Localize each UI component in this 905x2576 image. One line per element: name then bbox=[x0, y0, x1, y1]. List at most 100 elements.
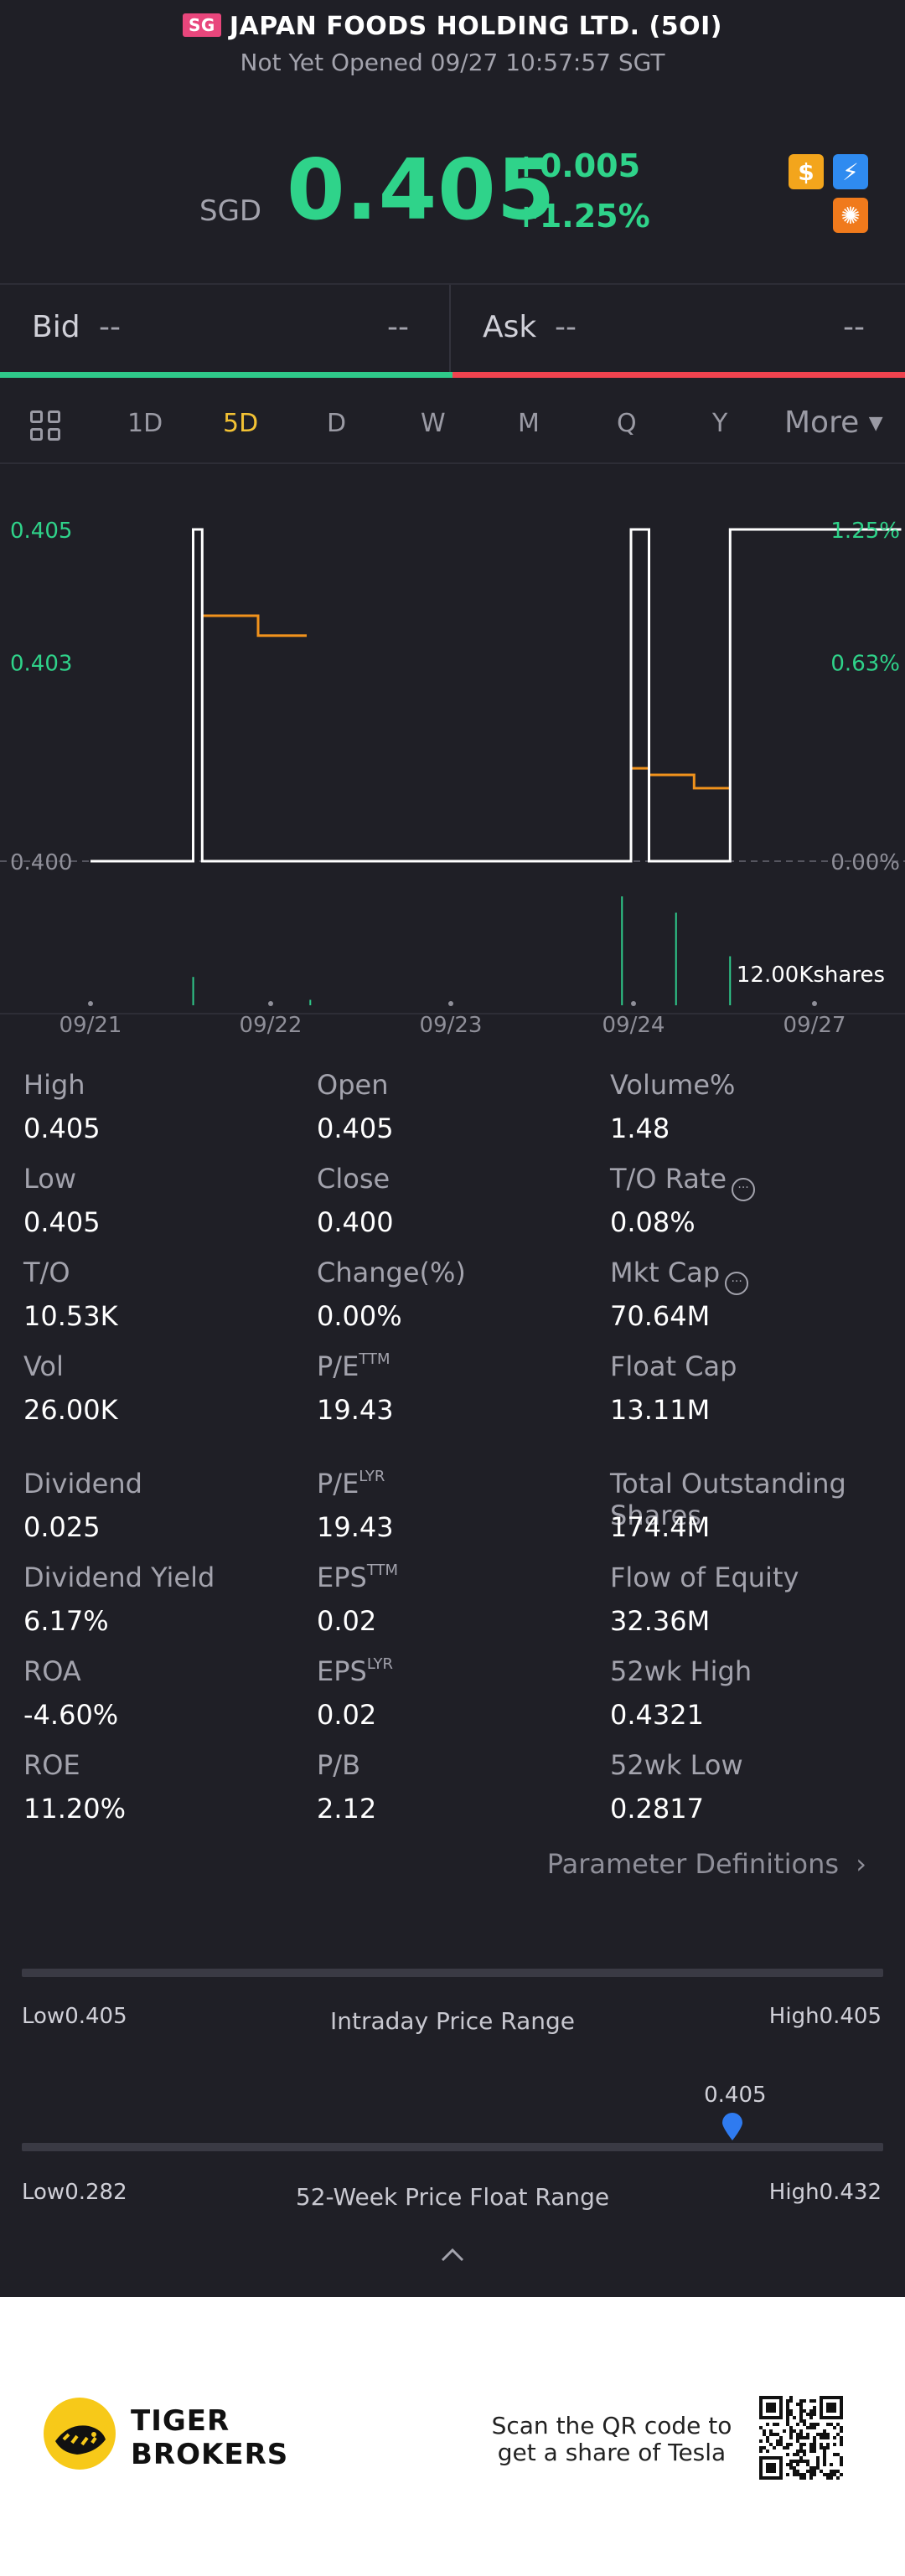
location-marker-icon bbox=[721, 2113, 743, 2145]
promo-footer: TIGER BROKERS Scan the QR code to get a … bbox=[0, 2297, 905, 2576]
stat-label-text: Close bbox=[317, 1163, 390, 1195]
stat-label: ROE bbox=[23, 1749, 80, 1781]
stat-label-text: Mkt Cap bbox=[610, 1257, 721, 1288]
stock-name: JAPAN FOODS HOLDING LTD. (5OI) bbox=[229, 12, 722, 41]
x-tick-label: 09/23 bbox=[420, 1013, 483, 1038]
collapse-chevron-icon[interactable] bbox=[439, 2245, 466, 2265]
stat-label-text: Open bbox=[317, 1069, 389, 1101]
tab-1d[interactable]: 1D bbox=[127, 409, 163, 438]
stat-label: Mkt Cap ··· bbox=[610, 1257, 749, 1295]
stat-value: 174.4M bbox=[610, 1511, 711, 1543]
stat-label: P/B bbox=[317, 1749, 360, 1781]
y-right-tick-label: 1.25% bbox=[830, 519, 900, 544]
week52-low: Low0.282 bbox=[22, 2180, 127, 2205]
average-price-line bbox=[631, 767, 731, 790]
market-status: Not Yet Opened 09/27 10:57:57 SGT bbox=[240, 49, 665, 76]
stat-label-text: EPS bbox=[317, 1562, 367, 1593]
stat-label-superscript: LYR bbox=[366, 1655, 393, 1673]
y-right-tick-label: 0.63% bbox=[830, 651, 900, 676]
price-change: +0.005 bbox=[513, 147, 641, 184]
stat-label: High bbox=[23, 1069, 85, 1101]
share-icon[interactable]: ✺ bbox=[833, 198, 868, 233]
stat-label: Close bbox=[317, 1163, 390, 1195]
stat-label: Dividend Yield bbox=[23, 1562, 215, 1593]
stat-value: 0.4321 bbox=[610, 1699, 704, 1731]
stat-label: Flow of Equity bbox=[610, 1562, 799, 1593]
x-tick-dot bbox=[812, 1001, 817, 1006]
stat-label-text: ROE bbox=[23, 1749, 80, 1781]
divider bbox=[0, 462, 905, 464]
parameter-definitions-link[interactable]: Parameter Definitions › bbox=[547, 1848, 866, 1880]
stat-label: T/O bbox=[23, 1257, 70, 1288]
stat-value: 0.405 bbox=[23, 1112, 101, 1144]
stat-value: 0.025 bbox=[23, 1511, 101, 1543]
week52-range-track bbox=[22, 2143, 883, 2151]
stat-value: 0.400 bbox=[317, 1206, 394, 1238]
brand-line1: TIGER bbox=[131, 2404, 230, 2438]
tab-y[interactable]: Y bbox=[712, 409, 728, 438]
stat-label-text: Total Outstanding Shares bbox=[610, 1468, 846, 1531]
tab-more[interactable]: More ▼ bbox=[784, 405, 883, 440]
chart-layout-icon[interactable] bbox=[30, 410, 62, 442]
intraday-low: Low0.405 bbox=[22, 2004, 127, 2029]
tab-w[interactable]: W bbox=[421, 409, 446, 438]
x-tick-label: 09/22 bbox=[240, 1013, 303, 1038]
stat-value: 0.405 bbox=[23, 1206, 101, 1238]
stat-value: 2.12 bbox=[317, 1793, 377, 1825]
x-tick-dot bbox=[631, 1001, 636, 1006]
stat-value: 19.43 bbox=[317, 1511, 394, 1543]
stat-label: Dividend bbox=[23, 1468, 142, 1500]
x-tick-label: 09/21 bbox=[59, 1013, 122, 1038]
tab-m[interactable]: M bbox=[518, 409, 540, 438]
stat-label: P/ELYR bbox=[317, 1468, 385, 1500]
stat-label-text: Flow of Equity bbox=[610, 1562, 799, 1593]
stat-value: 0.2817 bbox=[610, 1793, 704, 1825]
stat-label: ROA bbox=[23, 1655, 81, 1687]
stat-value: 1.48 bbox=[610, 1112, 670, 1144]
stat-label-text: P/B bbox=[317, 1749, 361, 1781]
stat-value: 0.02 bbox=[317, 1605, 377, 1637]
stat-label-text: High bbox=[23, 1069, 85, 1101]
chevron-right-icon: › bbox=[856, 1848, 866, 1880]
tab-5d[interactable]: 5D bbox=[223, 409, 259, 438]
bid-price: -- bbox=[99, 310, 121, 344]
x-tick-dot bbox=[268, 1001, 273, 1006]
stat-label-text: EPS bbox=[317, 1655, 367, 1687]
stat-label-text: Dividend bbox=[23, 1468, 142, 1500]
stat-label: EPSTTM bbox=[317, 1562, 398, 1593]
stat-label-text: Float Cap bbox=[610, 1350, 737, 1382]
average-price-line bbox=[202, 614, 307, 638]
tab-q[interactable]: Q bbox=[617, 409, 637, 438]
stock-title: SG JAPAN FOODS HOLDING LTD. (5OI) bbox=[0, 12, 905, 41]
tiger-logo bbox=[44, 2398, 116, 2470]
week52-range-title: 52-Week Price Float Range bbox=[295, 2183, 610, 2211]
bid-label: Bid bbox=[32, 310, 80, 344]
stat-label: Low bbox=[23, 1163, 76, 1195]
volume-scale-label: 12.00Kshares bbox=[737, 963, 885, 988]
stat-value: 19.43 bbox=[317, 1394, 394, 1426]
stat-label: Open bbox=[317, 1069, 388, 1101]
last-price: 0.405 bbox=[287, 141, 556, 239]
stat-label-text: Volume% bbox=[610, 1069, 736, 1101]
tab-d[interactable]: D bbox=[327, 409, 347, 438]
stat-value: 70.64M bbox=[610, 1300, 711, 1332]
lightning-icon[interactable]: ⚡ bbox=[833, 154, 868, 189]
more-info-icon[interactable]: ··· bbox=[732, 1178, 756, 1201]
price-chart[interactable]: 0.405 0.403 0.400 1.25% 0.63% 0.00% 09/21 09/22… bbox=[0, 469, 905, 1047]
stat-value: 6.17% bbox=[23, 1605, 109, 1637]
stat-label: Float Cap bbox=[610, 1350, 737, 1382]
stat-value: 10.53K bbox=[23, 1300, 118, 1332]
more-info-icon[interactable]: ··· bbox=[725, 1272, 749, 1295]
currency-label: SGD bbox=[199, 194, 262, 228]
ask-bar bbox=[452, 372, 905, 378]
qr-code[interactable] bbox=[759, 2396, 843, 2480]
stat-label-text: 52wk High bbox=[610, 1655, 752, 1687]
bid-bar bbox=[0, 372, 452, 378]
x-tick-label: 09/24 bbox=[602, 1013, 665, 1038]
y-right-tick-label: 0.00% bbox=[830, 850, 900, 875]
market-badge: SG bbox=[183, 13, 221, 37]
brand-line2: BROKERS bbox=[131, 2438, 289, 2471]
week52-high: High0.432 bbox=[768, 2180, 882, 2205]
dollar-icon[interactable]: $ bbox=[789, 154, 824, 189]
stat-value: 0.08% bbox=[610, 1206, 696, 1238]
